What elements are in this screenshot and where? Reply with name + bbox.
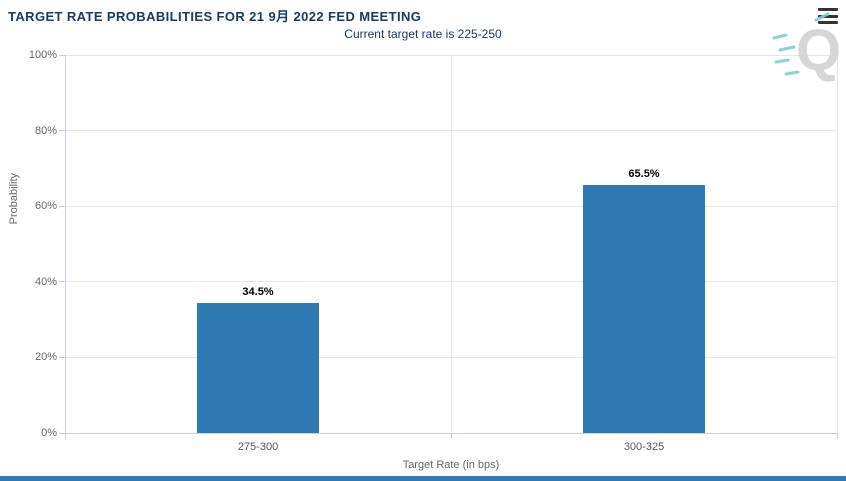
x-tick-mark — [836, 433, 838, 439]
y-axis-line — [64, 55, 66, 433]
y-tick-label: 20% — [34, 351, 57, 364]
y-tick-label: 40% — [34, 275, 57, 288]
x-tick-mark — [64, 433, 66, 439]
bar-data-label: 65.5% — [628, 168, 660, 181]
y-tick-mark — [59, 432, 65, 434]
y-tick-label: 60% — [34, 200, 57, 213]
x-category-label: 275-300 — [237, 441, 279, 453]
y-axis-title: Probability — [8, 172, 20, 225]
y-tick-label: 0% — [41, 427, 57, 439]
chart-subtitle: Current target rate is 225-250 — [344, 27, 502, 41]
category-boundary-gridline — [450, 55, 452, 433]
probability-bar[interactable] — [197, 302, 319, 433]
category-boundary-gridline — [836, 55, 838, 433]
x-category-label: 300-325 — [623, 441, 665, 453]
hamburger-line — [818, 21, 838, 24]
y-tick-mark — [59, 54, 65, 56]
y-tick-mark — [59, 130, 65, 132]
hamburger-line — [818, 14, 838, 18]
y-tick-mark — [59, 356, 65, 358]
y-tick-mark — [59, 281, 65, 283]
x-tick-mark — [450, 433, 452, 439]
hamburger-menu-icon[interactable] — [818, 8, 838, 24]
bar-data-label: 34.5% — [242, 285, 274, 298]
footer-strip — [0, 476, 846, 481]
y-tick-label: 80% — [34, 124, 57, 137]
y-tick-mark — [59, 205, 65, 207]
hamburger-line — [818, 8, 838, 11]
x-axis-title: Target Rate (in bps) — [402, 459, 500, 471]
probability-bar[interactable] — [583, 185, 705, 433]
y-tick-label: 100% — [28, 49, 57, 61]
chart-title: TARGET RATE PROBABILITIES FOR 21 9月 2022… — [8, 9, 422, 24]
